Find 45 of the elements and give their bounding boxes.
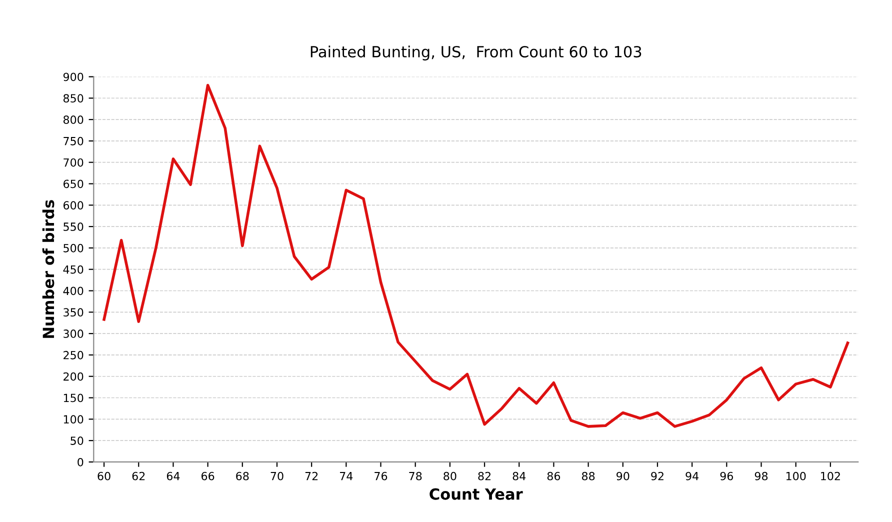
y-tick-label: 750: [64, 136, 84, 146]
y-tick-label: 550: [64, 222, 84, 231]
y-tick-label: 450: [63, 265, 84, 274]
x-tick-label: 84: [512, 472, 526, 480]
y-tick-label: 0: [78, 458, 84, 466]
y-tick-label: 700: [64, 158, 84, 167]
x-tick-label: 86: [547, 472, 560, 480]
x-tick-label: 102: [821, 472, 840, 480]
y-tick-label: 500: [64, 244, 84, 252]
x-tick-label: 78: [409, 472, 422, 480]
line-series: [102, 84, 850, 428]
y-tick-label: 300: [64, 330, 84, 338]
y-tick-label: 400: [63, 286, 84, 296]
x-tick-label: 80: [444, 472, 456, 480]
x-tick-label: 76: [374, 472, 388, 480]
y-tick-label: 50: [70, 436, 84, 445]
x-tick-label: 62: [132, 472, 145, 480]
x-tick-label: 68: [236, 472, 249, 480]
chart-title: Painted Bunting, US, From Count 60 to 103: [310, 46, 642, 60]
x-tick-label: 66: [202, 472, 214, 480]
x-tick-label: 96: [720, 472, 734, 480]
y-tick-label: 100: [64, 415, 84, 424]
x-tick-label: 74: [340, 472, 353, 480]
x-tick-label: 64: [166, 472, 180, 480]
y-tick-label: 800: [63, 116, 84, 124]
y-tick-label: 850: [63, 94, 84, 103]
y-tick-label: 900: [63, 72, 84, 82]
y-tick-label: 600: [64, 201, 84, 210]
x-axis-title: Count Year: [430, 488, 523, 500]
x-tick-label: 60: [98, 472, 110, 480]
y-axis-title: Number of birds: [42, 200, 54, 338]
x-tick-label: 82: [478, 472, 490, 480]
y-tick-label: 250: [64, 350, 84, 360]
x-tick-label: 88: [582, 472, 595, 480]
x-tick-label: 90: [616, 472, 630, 480]
x-tick-label: 100: [786, 472, 806, 480]
x-tick-label: 92: [651, 472, 664, 480]
x-tick-label: 94: [686, 472, 699, 480]
y-tick-label: 650: [64, 180, 84, 188]
y-tick-label: 150: [64, 394, 84, 402]
x-tick-label: 72: [305, 472, 318, 480]
y-tick-label: 350: [64, 308, 84, 317]
x-tick-label: 98: [754, 472, 768, 480]
y-tick-label: 200: [64, 372, 84, 381]
x-tick-label: 70: [270, 472, 284, 480]
